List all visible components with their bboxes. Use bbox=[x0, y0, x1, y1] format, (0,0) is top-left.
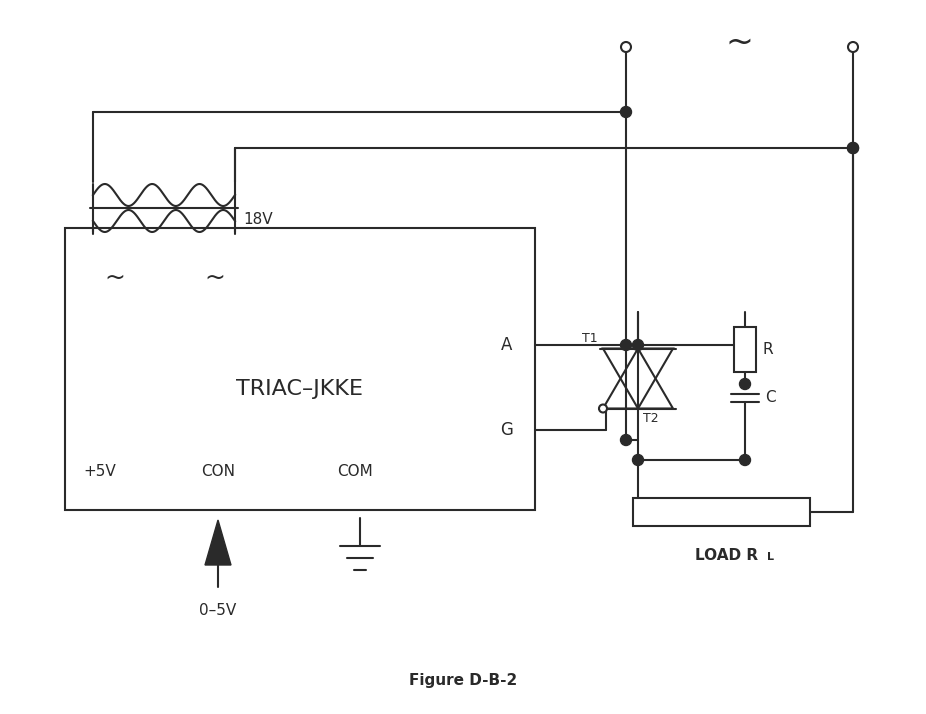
Text: 0–5V: 0–5V bbox=[199, 603, 237, 618]
Text: TRIAC–JKKE: TRIAC–JKKE bbox=[236, 379, 364, 399]
Circle shape bbox=[632, 339, 644, 351]
Polygon shape bbox=[205, 520, 231, 565]
Text: ~: ~ bbox=[726, 26, 754, 59]
Text: ~: ~ bbox=[105, 266, 125, 290]
Circle shape bbox=[621, 42, 631, 52]
Text: COM: COM bbox=[337, 465, 373, 480]
Text: L: L bbox=[768, 552, 774, 562]
Circle shape bbox=[848, 42, 858, 52]
Circle shape bbox=[632, 455, 644, 466]
Circle shape bbox=[620, 435, 632, 446]
Text: +5V: +5V bbox=[83, 465, 117, 480]
Text: A: A bbox=[501, 336, 513, 354]
Circle shape bbox=[847, 143, 858, 154]
Bar bbox=[734, 327, 756, 372]
Bar bbox=[633, 498, 810, 526]
Text: G: G bbox=[501, 421, 513, 439]
Text: Figure D-B-2: Figure D-B-2 bbox=[409, 673, 517, 688]
Text: LOAD R: LOAD R bbox=[694, 548, 758, 563]
Text: ~: ~ bbox=[205, 266, 225, 290]
Text: C: C bbox=[765, 391, 776, 406]
Text: R: R bbox=[762, 342, 772, 357]
Text: T1: T1 bbox=[582, 333, 598, 346]
Bar bbox=[65, 228, 535, 510]
Text: 18V: 18V bbox=[243, 213, 272, 228]
Text: T2: T2 bbox=[643, 411, 658, 425]
Circle shape bbox=[620, 106, 632, 118]
Circle shape bbox=[599, 405, 607, 413]
Text: CON: CON bbox=[201, 465, 235, 480]
Circle shape bbox=[620, 339, 632, 351]
Circle shape bbox=[847, 143, 858, 154]
Circle shape bbox=[740, 455, 750, 466]
Circle shape bbox=[740, 378, 750, 390]
